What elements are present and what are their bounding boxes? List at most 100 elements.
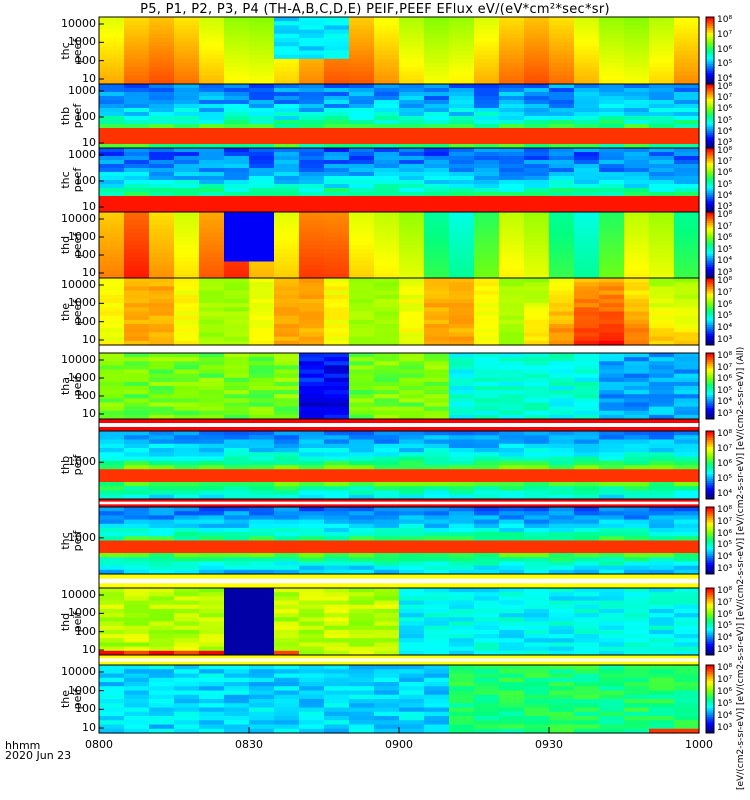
heatmap-cell: [574, 212, 600, 217]
heatmap-cell: [674, 63, 700, 68]
heatmap-cell: [299, 629, 325, 635]
heatmap-cell: [524, 200, 550, 205]
heatmap-cell: [249, 176, 275, 181]
heatmap-cell: [599, 298, 625, 304]
heatmap-cell: [224, 240, 250, 246]
heatmap-cell: [499, 340, 525, 346]
heatmap-cell: [574, 180, 600, 185]
heatmap-cell: [274, 565, 300, 571]
heatmap-cell: [224, 677, 250, 683]
heatmap-cell: [99, 373, 125, 379]
heatmap-cell: [374, 596, 400, 602]
heatmap-cell: [199, 724, 225, 730]
heatmap-cell: [449, 136, 475, 141]
heatmap-cell: [674, 265, 700, 271]
heatmap-cell: [274, 686, 300, 692]
heatmap-cell: [499, 728, 525, 734]
heatmap-cell: [674, 332, 700, 338]
heatmap-cell: [599, 608, 625, 614]
heatmap-cell: [274, 357, 300, 362]
heatmap-cell: [99, 377, 125, 383]
heatmap-cell: [549, 42, 575, 47]
heatmap-cell: [99, 482, 125, 487]
heatmap-cell: [399, 716, 425, 721]
heatmap-cell: [99, 88, 125, 93]
colorbar-frame: [705, 277, 715, 346]
gap-strip: [99, 504, 699, 508]
heatmap-cell: [299, 282, 325, 287]
colorbar-swatch: [706, 540, 714, 544]
heatmap-cell: [499, 29, 525, 35]
heatmap-cell: [599, 71, 625, 77]
colorbar-swatch: [706, 547, 714, 550]
heatmap-cell: [349, 414, 375, 420]
colorbar-swatch: [706, 162, 714, 166]
heatmap-cell: [624, 544, 650, 550]
colorbar-tick-label: 10⁵: [717, 699, 733, 709]
heatmap-cell: [249, 629, 275, 635]
heatmap-cell: [274, 88, 300, 93]
heatmap-cell: [499, 269, 525, 275]
heatmap-cell: [249, 642, 275, 648]
heatmap-cell: [574, 456, 600, 462]
heatmap-cell: [599, 269, 625, 275]
heatmap-cell: [274, 699, 300, 704]
heatmap-cell: [324, 116, 350, 121]
heatmap-cell: [124, 377, 150, 383]
heatmap-cell: [399, 188, 425, 193]
heatmap-cell: [574, 617, 600, 623]
heatmap-cell: [199, 212, 225, 217]
colorbar-swatch: [706, 103, 714, 106]
heatmap-cell: [674, 17, 700, 22]
heatmap-cell: [174, 172, 200, 177]
heatmap-cell: [399, 394, 425, 399]
heatmap-cell: [274, 75, 300, 81]
colorbar-swatch: [706, 723, 714, 727]
colorbar-swatch: [706, 278, 714, 281]
heatmap-cell: [349, 294, 375, 300]
heatmap-cell: [349, 298, 375, 304]
heatmap-cell: [474, 324, 500, 329]
heatmap-cell: [499, 544, 525, 550]
heatmap-cell: [349, 236, 375, 242]
heatmap-cell: [374, 224, 400, 230]
heatmap-cell: [299, 703, 325, 709]
heatmap-cell: [199, 88, 225, 93]
heatmap-cell: [524, 473, 550, 479]
heatmap-cell: [124, 63, 150, 68]
heatmap-cell: [549, 604, 575, 610]
heatmap-cell: [499, 540, 525, 546]
colorbar-swatch: [706, 494, 714, 498]
heatmap-cell: [449, 365, 475, 371]
heatmap-cell: [399, 373, 425, 379]
heatmap-cell: [674, 682, 700, 687]
heatmap-cell: [199, 249, 225, 254]
heatmap-cell: [249, 694, 275, 700]
heatmap-cell: [124, 638, 150, 644]
heatmap-cell: [224, 172, 250, 177]
heatmap-cell: [524, 381, 550, 387]
heatmap-cell: [574, 204, 600, 209]
heatmap-cell: [274, 176, 300, 181]
heatmap-cell: [549, 290, 575, 296]
heatmap-cell: [174, 196, 200, 201]
heatmap-cell: [674, 33, 700, 39]
heatmap-cell: [249, 519, 275, 525]
heatmap-cell: [274, 265, 300, 271]
colorbar-swatch: [706, 167, 714, 170]
heatmap-cell: [424, 406, 450, 412]
heatmap-cell: [649, 494, 675, 500]
heatmap-cell: [474, 381, 500, 387]
heatmap-cell: [424, 361, 450, 366]
heatmap-cell: [174, 369, 200, 375]
heatmap-cell: [424, 37, 450, 43]
heatmap-cell: [574, 208, 600, 213]
heatmap-cell: [249, 638, 275, 644]
heatmap-cell: [674, 160, 700, 165]
heatmap-cell: [574, 553, 600, 558]
heatmap-cell: [249, 29, 275, 35]
heatmap-cell: [674, 511, 700, 516]
heatmap-cell: [599, 332, 625, 338]
colorbar-swatch: [706, 52, 714, 56]
heatmap-cell: [174, 84, 200, 89]
